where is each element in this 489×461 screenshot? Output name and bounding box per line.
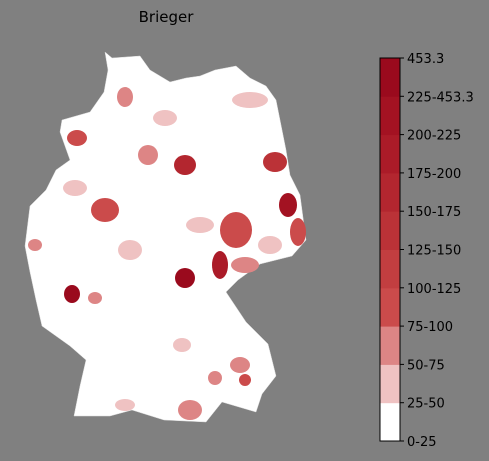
district xyxy=(138,145,158,165)
colorbar-label: 453.3 xyxy=(407,52,444,67)
map-title: Brieger xyxy=(139,8,195,26)
district xyxy=(263,152,287,172)
colorbar: 0-25 25-50 50-75 75-100 100-125 125-150 150-17… xyxy=(379,52,474,450)
district xyxy=(258,236,282,254)
district xyxy=(230,357,250,373)
colorbar-band xyxy=(380,326,400,365)
country-outline xyxy=(24,51,307,423)
district xyxy=(174,155,196,175)
colorbar-band xyxy=(380,96,400,136)
colorbar-band xyxy=(380,364,400,404)
district xyxy=(115,399,135,411)
district xyxy=(279,193,297,217)
colorbar-label: 0-25 xyxy=(407,435,437,450)
district xyxy=(208,371,222,385)
district xyxy=(118,240,142,260)
district xyxy=(88,292,102,304)
colorbar-label: 200-225 xyxy=(407,129,461,144)
shaded-districts xyxy=(28,87,306,420)
district xyxy=(153,110,177,126)
district xyxy=(178,400,202,420)
colorbar-band xyxy=(380,402,400,442)
colorbar-label: 75-100 xyxy=(407,320,453,335)
colorbar-label: 25-50 xyxy=(407,397,445,412)
colorbar-band xyxy=(380,249,400,289)
district xyxy=(63,180,87,196)
colorbar-label: 125-150 xyxy=(407,244,461,259)
district xyxy=(175,268,195,288)
colorbar-band xyxy=(380,58,400,97)
colorbar-band xyxy=(380,134,400,174)
district xyxy=(117,87,133,107)
germany-map xyxy=(24,51,307,423)
colorbar-band xyxy=(380,172,400,212)
district xyxy=(290,218,306,246)
colorbar-band xyxy=(380,211,400,250)
district xyxy=(173,338,191,352)
district xyxy=(212,251,228,279)
district xyxy=(220,212,252,248)
district xyxy=(67,130,87,146)
colorbar-label: 50-75 xyxy=(407,358,445,373)
district xyxy=(239,374,251,386)
colorbar-label: 225-453.3 xyxy=(407,90,474,105)
district xyxy=(64,285,80,303)
district xyxy=(186,217,214,233)
district xyxy=(231,257,259,273)
district xyxy=(232,92,268,108)
colorbar-label: 100-125 xyxy=(407,282,461,297)
district xyxy=(28,239,42,251)
colorbar-band xyxy=(380,287,400,327)
colorbar-label: 150-175 xyxy=(407,205,461,220)
district xyxy=(91,198,119,222)
colorbar-label: 175-200 xyxy=(407,167,461,182)
